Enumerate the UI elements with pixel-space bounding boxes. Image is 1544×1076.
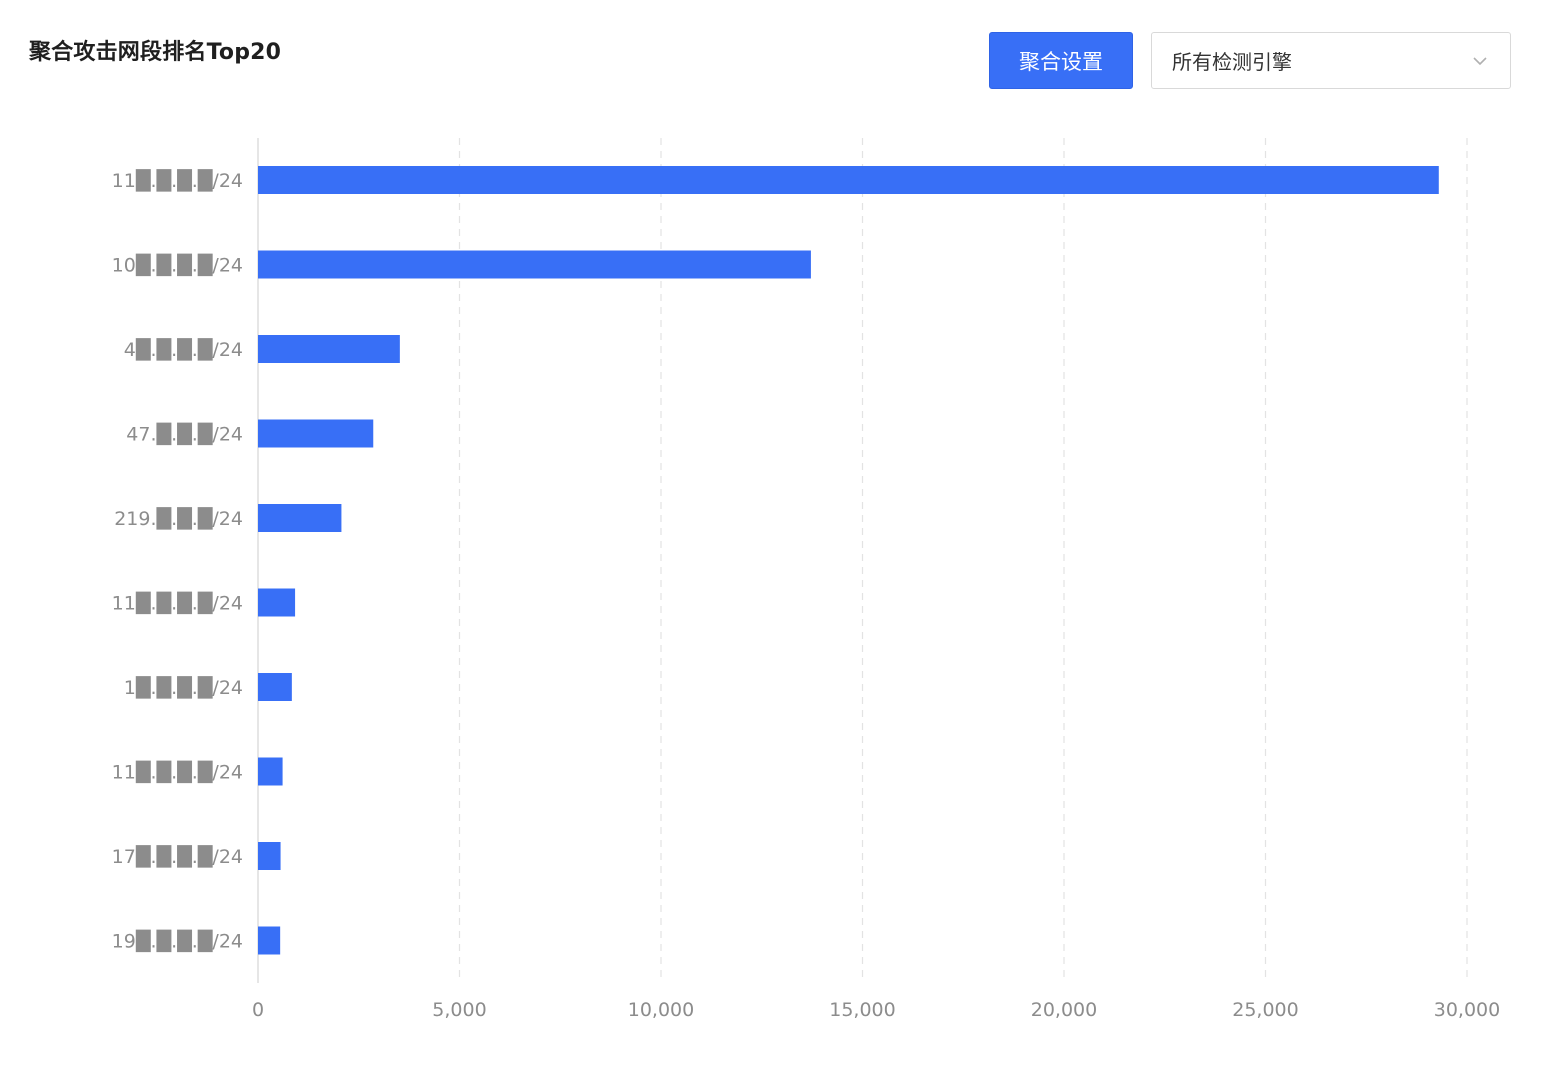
category-label: 4█.█.█.█/24 bbox=[124, 338, 243, 361]
bar bbox=[258, 588, 296, 617]
aggregate-settings-button[interactable]: 聚合设置 bbox=[989, 32, 1133, 89]
category-label: 11█.█.█.█/24 bbox=[112, 592, 243, 615]
category-label: 10█.█.█.█/24 bbox=[112, 254, 243, 277]
x-tick-label: 0 bbox=[252, 999, 264, 1021]
bar bbox=[258, 673, 292, 701]
engine-select[interactable]: 所有检测引擎 bbox=[1151, 32, 1511, 89]
category-label: 11█.█.█.█/24 bbox=[112, 761, 243, 784]
chart-title: 聚合攻击网段排名Top20 bbox=[29, 40, 282, 65]
category-label: 1█.█.█.█/24 bbox=[124, 676, 243, 699]
bar bbox=[258, 335, 400, 363]
x-tick-label: 10,000 bbox=[628, 999, 694, 1021]
x-tick-label: 15,000 bbox=[829, 999, 895, 1021]
bar bbox=[258, 250, 811, 279]
category-label: 11█.█.█.█/24 bbox=[112, 169, 243, 192]
category-label: 19█.█.█.█/24 bbox=[112, 930, 243, 953]
x-tick-label: 5,000 bbox=[432, 999, 486, 1021]
bar bbox=[258, 504, 342, 532]
x-tick-label: 30,000 bbox=[1434, 999, 1500, 1021]
bar bbox=[258, 419, 374, 448]
engine-select-value: 所有检测引擎 bbox=[1172, 50, 1292, 74]
category-label: 17█.█.█.█/24 bbox=[112, 845, 243, 868]
category-label: 219.█.█.█/24 bbox=[114, 507, 243, 530]
x-tick-label: 20,000 bbox=[1031, 999, 1097, 1021]
category-label: 47.█.█.█/24 bbox=[126, 423, 243, 446]
x-tick-label: 25,000 bbox=[1232, 999, 1298, 1021]
chevron-down-icon bbox=[1470, 51, 1490, 71]
bar bbox=[258, 842, 281, 870]
bar bbox=[258, 166, 1439, 194]
bar bbox=[258, 757, 283, 786]
bar bbox=[258, 926, 281, 955]
